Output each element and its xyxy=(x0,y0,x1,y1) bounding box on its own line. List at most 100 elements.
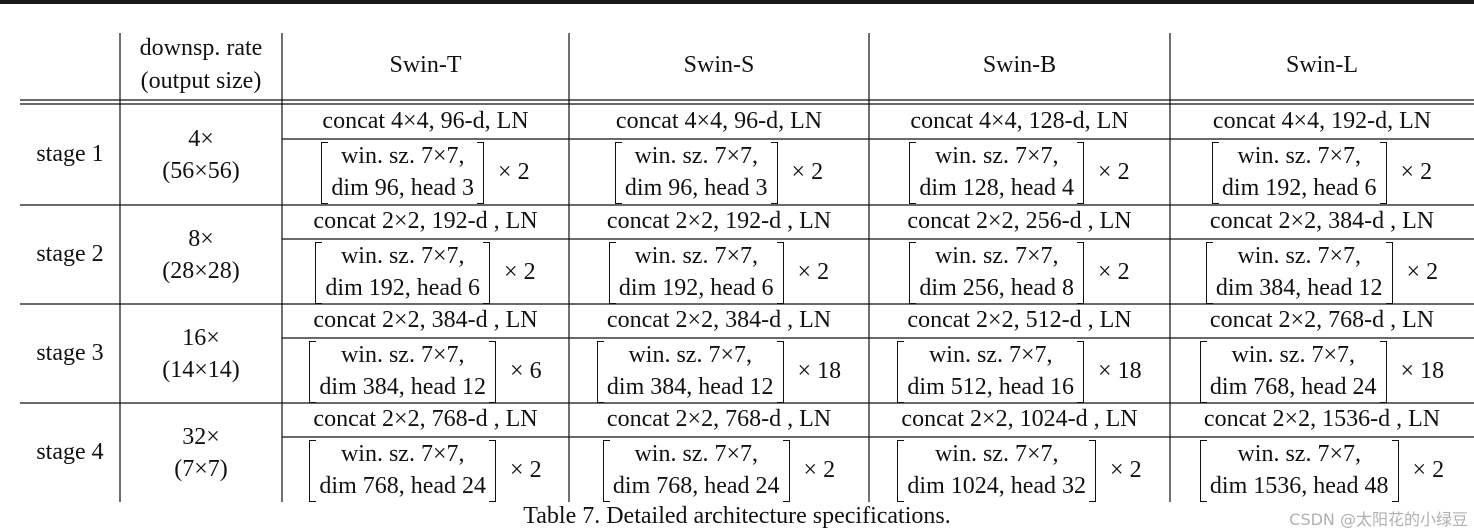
window-size: win. sz. 7×7, xyxy=(340,342,465,368)
patch-merging-spec: concat 2×2, 384-d , LN xyxy=(313,307,538,333)
right-bracket xyxy=(776,341,784,403)
block-repeat-count: × 18 xyxy=(1400,357,1445,384)
block-repeat-count: × 2 xyxy=(504,258,536,285)
patch-merging-spec: concat 2×2, 512-d , LN xyxy=(907,307,1132,333)
header-downsp-line1: downsp. rate xyxy=(139,35,263,61)
patch-merging-spec: concat 4×4, 96-d, LN xyxy=(322,108,529,134)
swin-block-spec: win. sz. 7×7, dim 768, head 24 × 2 xyxy=(282,438,569,502)
swin-block-spec: win. sz. 7×7, dim 96, head 3 × 2 xyxy=(569,140,869,204)
right-bracket xyxy=(1391,440,1399,502)
stage-label: stage 4 xyxy=(36,439,104,465)
block-repeat-count: × 18 xyxy=(797,357,842,384)
header-swin-s: Swin-S xyxy=(683,51,755,78)
right-bracket xyxy=(1077,142,1085,204)
window-size: win. sz. 7×7, xyxy=(934,143,1059,169)
top-edge-bar xyxy=(0,0,1474,4)
bracketed-block-config: win. sz. 7×7, dim 768, head 24 xyxy=(309,438,497,502)
window-size: win. sz. 7×7, xyxy=(634,441,758,467)
bracketed-block-config: win. sz. 7×7, dim 1024, head 32 xyxy=(897,438,1097,502)
right-bracket xyxy=(489,440,497,502)
downsample-cell: 16× (14×14) xyxy=(120,304,282,403)
bracketed-block-config: win. sz. 7×7, dim 768, head 24 xyxy=(602,438,790,502)
patch-merging-spec: concat 2×2, 768-d , LN xyxy=(1209,307,1435,333)
left-bracket xyxy=(1199,341,1207,403)
dim-heads: dim 384, head 12 xyxy=(1215,275,1383,301)
right-bracket xyxy=(1379,341,1387,403)
block-repeat-count: × 2 xyxy=(1098,158,1130,185)
patch-merging-spec: concat 2×2, 1024-d , LN xyxy=(901,406,1138,432)
downsample-cell: 8× (28×28) xyxy=(120,205,282,304)
left-bracket xyxy=(309,341,317,403)
bracketed-block-config: win. sz. 7×7, dim 96, head 3 xyxy=(321,140,485,204)
right-bracket xyxy=(1089,440,1097,502)
header-swin-t: Swin-T xyxy=(389,51,462,78)
right-bracket xyxy=(776,242,784,304)
header-downsp-line2: (output size) xyxy=(140,68,262,94)
right-bracket xyxy=(1077,242,1085,304)
right-bracket xyxy=(1385,242,1393,304)
right-bracket xyxy=(1077,341,1085,403)
patch-merging-spec: concat 2×2, 768-d , LN xyxy=(313,406,538,432)
right-bracket xyxy=(483,242,491,304)
window-size: win. sz. 7×7, xyxy=(1237,143,1361,169)
output-size: (56×56) xyxy=(162,157,240,184)
bracketed-block-config: win. sz. 7×7, dim 1536, head 48 xyxy=(1199,438,1399,502)
downsample-rate: 32× xyxy=(182,423,220,450)
downsample-rate: 4× xyxy=(188,125,214,152)
window-size: win. sz. 7×7, xyxy=(1237,243,1361,269)
patch-merging-spec: concat 4×4, 96-d, LN xyxy=(615,108,823,134)
swin-block-spec: win. sz. 7×7, dim 1024, head 32 × 2 xyxy=(869,438,1170,502)
right-bracket xyxy=(782,440,790,502)
swin-block-spec: win. sz. 7×7, dim 1536, head 48 × 2 xyxy=(1170,438,1474,502)
swin-block-spec: win. sz. 7×7, dim 768, head 24 × 18 xyxy=(1170,339,1474,403)
downsample-cell: 32× (7×7) xyxy=(120,403,282,502)
header-downsp-rate: downsp. rate (output size) xyxy=(120,30,282,100)
dim-heads: dim 1024, head 32 xyxy=(907,473,1087,499)
dim-heads: dim 768, head 24 xyxy=(1209,374,1377,400)
bracketed-block-config: win. sz. 7×7, dim 192, head 6 xyxy=(608,240,784,304)
swin-block-spec: win. sz. 7×7, dim 384, head 12 × 6 xyxy=(282,339,569,403)
dim-heads: dim 192, head 6 xyxy=(1221,175,1377,201)
swin-block-spec: win. sz. 7×7, dim 192, head 6 × 2 xyxy=(1170,140,1474,204)
right-bracket xyxy=(489,341,497,403)
dim-heads: dim 96, head 3 xyxy=(624,175,768,201)
dim-heads: dim 96, head 3 xyxy=(331,175,475,201)
right-bracket xyxy=(1379,142,1387,204)
block-repeat-count: × 6 xyxy=(510,357,542,384)
dim-heads: dim 512, head 16 xyxy=(907,374,1075,400)
left-bracket xyxy=(608,242,616,304)
bracketed-block-config: win. sz. 7×7, dim 384, head 12 xyxy=(1205,240,1393,304)
window-size: win. sz. 7×7, xyxy=(928,342,1053,368)
bracketed-block-config: win. sz. 7×7, dim 128, head 4 xyxy=(909,140,1085,204)
bracketed-block-config: win. sz. 7×7, dim 512, head 16 xyxy=(897,339,1085,403)
header-swin-b: Swin-B xyxy=(982,51,1057,78)
left-bracket xyxy=(897,341,905,403)
downsample-rate: 8× xyxy=(188,225,214,252)
window-size: win. sz. 7×7, xyxy=(634,143,758,169)
left-bracket xyxy=(909,142,917,204)
block-repeat-count: × 2 xyxy=(1098,258,1130,285)
left-bracket xyxy=(1211,142,1219,204)
block-repeat-count: × 2 xyxy=(1400,158,1433,185)
window-size: win. sz. 7×7, xyxy=(934,243,1059,269)
swin-block-spec: win. sz. 7×7, dim 512, head 16 × 18 xyxy=(869,339,1170,403)
dim-heads: dim 768, head 24 xyxy=(612,473,780,499)
dim-heads: dim 192, head 6 xyxy=(325,275,481,301)
swin-block-spec: win. sz. 7×7, dim 384, head 12 × 2 xyxy=(1170,240,1474,304)
block-repeat-count: × 2 xyxy=(1412,456,1445,483)
swin-block-spec: win. sz. 7×7, dim 256, head 8 × 2 xyxy=(869,240,1170,304)
swin-block-spec: win. sz. 7×7, dim 192, head 6 × 2 xyxy=(569,240,869,304)
patch-merging-spec: concat 2×2, 192-d , LN xyxy=(606,208,832,234)
bracketed-block-config: win. sz. 7×7, dim 192, head 6 xyxy=(1211,140,1387,204)
left-bracket xyxy=(1199,440,1207,502)
bracketed-block-config: win. sz. 7×7, dim 768, head 24 xyxy=(1199,339,1387,403)
left-bracket xyxy=(321,142,329,204)
patch-merging-spec: concat 4×4, 192-d, LN xyxy=(1212,108,1432,134)
window-size: win. sz. 7×7, xyxy=(628,342,752,368)
dim-heads: dim 256, head 8 xyxy=(919,275,1075,301)
patch-merging-spec: concat 2×2, 768-d , LN xyxy=(606,406,832,432)
swin-block-spec: win. sz. 7×7, dim 96, head 3 × 2 xyxy=(282,140,569,204)
bracketed-block-config: win. sz. 7×7, dim 384, head 12 xyxy=(596,339,784,403)
window-size: win. sz. 7×7, xyxy=(1231,342,1355,368)
